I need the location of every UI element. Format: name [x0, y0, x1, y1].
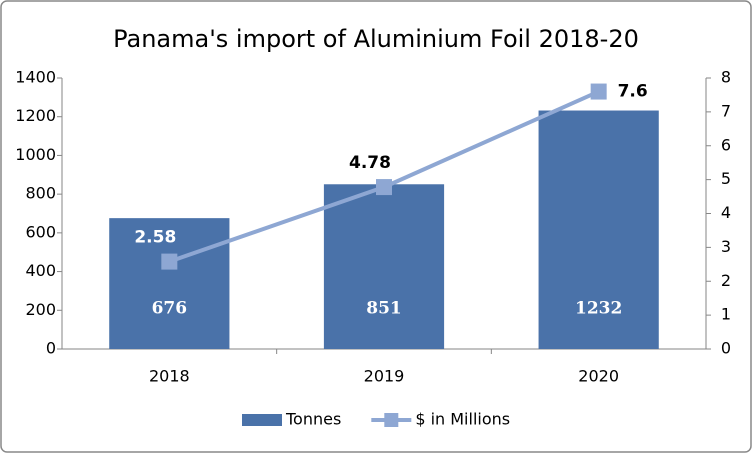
bar-value-label: 1232 — [575, 299, 622, 319]
bar-value-label: 851 — [366, 299, 402, 319]
line-marker — [161, 253, 178, 270]
bar — [323, 184, 445, 349]
bar — [538, 110, 659, 350]
y-tick-label: 600 — [25, 222, 56, 241]
line-marker — [376, 179, 392, 196]
y-tick-label: 1000 — [15, 145, 56, 164]
y2-tick-label: 7 — [721, 101, 731, 120]
y-tick-label: 1400 — [15, 68, 56, 87]
y-tick-label: 1200 — [15, 106, 56, 125]
legend-swatch — [242, 414, 282, 426]
line-value-label: 2.58 — [134, 228, 176, 248]
x-tick-label: 2020 — [578, 367, 619, 386]
y-tick-label: 200 — [25, 300, 56, 319]
y2-tick-label: 0 — [721, 339, 731, 358]
y2-tick-label: 4 — [721, 203, 731, 222]
line-value-label: 4.78 — [349, 153, 391, 173]
chart-title: Panama's import of Aluminium Foil 2018-2… — [113, 25, 639, 53]
y2-tick-label: 5 — [721, 169, 731, 188]
y2-tick-label: 8 — [721, 68, 731, 87]
line-value-label: 7.6 — [618, 82, 648, 102]
legend-label: $ in Millions — [415, 410, 510, 429]
x-tick-label: 2019 — [364, 367, 405, 386]
line-marker — [590, 83, 607, 100]
legend-swatch — [384, 413, 399, 427]
y-tick-label: 400 — [25, 261, 56, 280]
y2-tick-label: 3 — [721, 237, 731, 256]
y-tick-label: 0 — [46, 339, 56, 358]
bar-value-label: 676 — [152, 299, 188, 319]
y2-tick-label: 2 — [721, 271, 731, 290]
y2-tick-label: 6 — [721, 135, 731, 154]
x-tick-label: 2018 — [149, 367, 190, 386]
legend-label: Tonnes — [285, 410, 341, 429]
y-tick-label: 800 — [25, 184, 56, 203]
y2-tick-label: 1 — [721, 305, 731, 324]
bar — [109, 218, 230, 349]
